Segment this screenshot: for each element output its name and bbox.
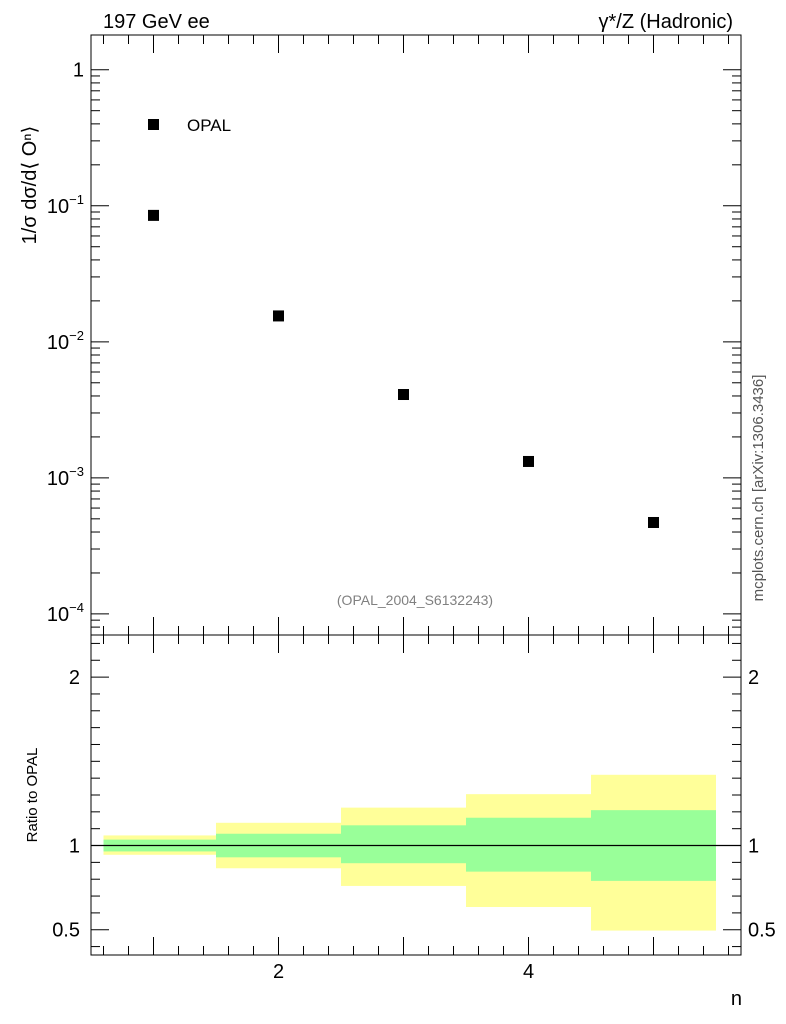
- main-y-tick-label: 10−3: [47, 464, 84, 490]
- ratio-inner-band: [341, 825, 466, 864]
- side-watermark-label: mcplots.cern.ch [arXiv:1306.3436]: [750, 375, 767, 602]
- x-tick-label: 2: [273, 961, 284, 983]
- ratio-y-tick-label-right: 1: [748, 836, 759, 858]
- ratio-panel: 0.5 0.5 1 1 2 2 2 4: [52, 634, 776, 983]
- main-y-axis-label: 1/σ dσ/d⟨ Oⁿ⟩: [19, 126, 41, 245]
- header-right-title: γ*/Z (Hadronic): [599, 11, 733, 33]
- ratio-y-tick-label-right: 2: [748, 667, 759, 689]
- opal-data-point: [273, 310, 284, 322]
- x-tick-label: 4: [523, 961, 534, 983]
- opal-data-point: [523, 455, 534, 467]
- ratio-y-tick-label-right: 0.5: [748, 920, 776, 942]
- main-y-tick-label: 1: [73, 60, 84, 82]
- ratio-y-tick-label: 1: [69, 836, 80, 858]
- main-panel: 1 10−1 10−2 10−3 10−4 OPAL (OPAL_2004_S6132243…: [47, 34, 742, 636]
- main-y-tick-label: 10−4: [47, 600, 84, 626]
- ratio-y-axis-label: Ratio to OPAL: [24, 748, 41, 843]
- header-left-title: 197 GeV ee: [103, 11, 210, 33]
- opal-data-point: [148, 209, 159, 221]
- x-axis-label: n: [731, 988, 742, 1010]
- legend-label-opal: OPAL: [187, 116, 231, 135]
- main-y-tick-label: 10−2: [47, 328, 84, 354]
- opal-data-point: [398, 389, 409, 401]
- main-y-tick-label: 10−1: [47, 192, 84, 218]
- ratio-inner-band: [466, 817, 591, 872]
- legend-marker-opal: [148, 119, 159, 130]
- opal-data-point: [648, 516, 659, 528]
- analysis-id-annotation: (OPAL_2004_S6132243): [337, 592, 493, 608]
- ratio-y-tick-label: 0.5: [52, 920, 80, 942]
- ratio-y-tick-label: 2: [69, 667, 80, 689]
